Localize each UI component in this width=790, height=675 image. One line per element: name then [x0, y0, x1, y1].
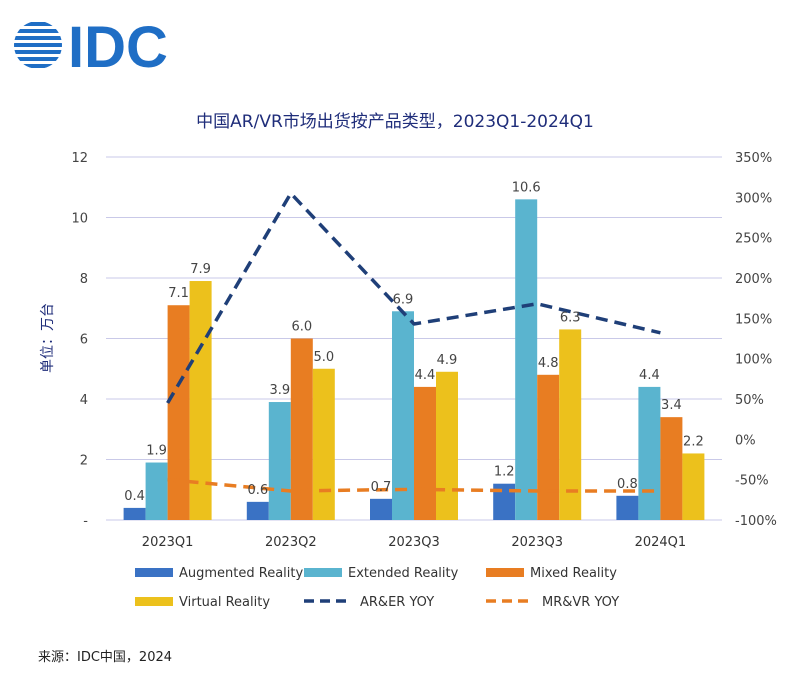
data-label: 1.9 — [146, 444, 167, 459]
data-label: 3.4 — [661, 398, 682, 413]
bar — [660, 417, 683, 520]
y-tick-label: 2 — [80, 454, 88, 469]
idc-logo-globe-icon — [14, 22, 62, 68]
data-label: 0.6 — [247, 483, 268, 498]
y2-tick-label: 50% — [735, 393, 764, 408]
y-tick-label: 6 — [80, 333, 88, 348]
source-note: 来源：IDC中国，2024 — [38, 650, 173, 665]
legend-label: MR&VR YOY — [542, 595, 619, 610]
y-tick-label: 8 — [80, 272, 88, 287]
bar — [123, 507, 146, 520]
data-label: 7.9 — [190, 262, 211, 277]
bar — [616, 495, 639, 520]
bar — [189, 281, 212, 520]
y2-tick-label: -100% — [735, 514, 777, 529]
y-tick-label: 4 — [80, 393, 88, 408]
bar — [682, 453, 705, 520]
y2-tick-label: 250% — [735, 232, 772, 247]
y-tick-label: 12 — [71, 151, 88, 166]
x-axis: 2023Q1 2023Q2 2023Q3 2023Q3 2024Q1 — [142, 535, 686, 550]
x-tick-label: 2024Q1 — [635, 535, 687, 550]
legend-label: Mixed Reality — [530, 566, 617, 581]
data-label: 0.7 — [371, 480, 392, 495]
y-tick-label: - — [83, 514, 88, 529]
data-label: 4.9 — [437, 353, 458, 368]
legend-swatch — [486, 568, 524, 577]
y2-tick-label: 150% — [735, 312, 772, 327]
x-tick-label: 2023Q3 — [511, 535, 563, 550]
y2-tick-label: 300% — [735, 191, 772, 206]
y2-tick-label: 100% — [735, 353, 772, 368]
data-label: 6.9 — [393, 292, 414, 307]
bar — [290, 338, 313, 520]
data-label: 4.8 — [538, 356, 559, 371]
data-label: 4.4 — [639, 368, 660, 383]
yoy-lines — [166, 191, 661, 493]
bar — [392, 311, 414, 520]
bar — [414, 386, 436, 520]
legend-label: AR&ER YOY — [360, 595, 434, 610]
bar — [515, 199, 538, 520]
legend-swatch — [304, 568, 342, 577]
yoy-line — [167, 477, 661, 493]
x-tick-label: 2023Q2 — [265, 535, 317, 550]
bar — [436, 371, 458, 520]
y-axis-right: -100% -50% 0% 50% 100% 150% 200% 250% 300% 350% — [735, 151, 777, 529]
data-label: 6.0 — [291, 320, 312, 335]
idc-logo: IDC — [14, 15, 168, 76]
y-tick-label: 10 — [71, 212, 88, 227]
legend-label: Augmented Reality — [179, 566, 303, 581]
data-label: 5.0 — [313, 350, 334, 365]
bar — [268, 402, 291, 520]
data-label: 4.4 — [415, 368, 436, 383]
x-tick-label: 2023Q3 — [388, 535, 440, 550]
data-label: 0.8 — [617, 477, 638, 492]
legend-swatch — [135, 597, 173, 606]
y2-tick-label: 200% — [735, 272, 772, 287]
y-axis-left: - 2 4 6 8 10 12 — [71, 151, 88, 529]
data-label: 7.1 — [168, 286, 189, 301]
data-label: 2.2 — [683, 434, 704, 449]
legend-label: Virtual Reality — [179, 595, 270, 610]
bar — [246, 501, 269, 520]
data-label: 3.9 — [269, 383, 290, 398]
data-label: 1.2 — [494, 465, 515, 480]
y2-tick-label: 350% — [735, 151, 772, 166]
bars — [123, 199, 705, 520]
legend-label: Extended Reality — [348, 566, 459, 581]
data-labels: 0.4 0.6 0.7 1.2 0.8 1.9 3.9 6.9 10.6 4.4 7.1 6.0 4.4… — [124, 180, 703, 504]
bar — [145, 462, 168, 520]
y2-tick-label: 0% — [735, 433, 756, 448]
bar — [312, 368, 335, 520]
bar — [559, 329, 582, 520]
x-tick-label: 2023Q1 — [142, 535, 194, 550]
bar — [638, 386, 661, 520]
y-axis-label: 单位：万台 — [40, 303, 56, 373]
legend: Augmented Reality Extended Reality Mixed R… — [135, 566, 619, 610]
y2-tick-label: -50% — [735, 474, 769, 489]
chart-title: 中国AR/VR市场出货按产品类型，2023Q1-2024Q1 — [196, 112, 594, 132]
data-label: 0.4 — [124, 489, 145, 504]
bar — [370, 498, 392, 520]
bar — [537, 374, 560, 520]
bar — [493, 483, 516, 520]
yoy-line — [166, 191, 661, 404]
data-label: 10.6 — [512, 180, 541, 195]
data-label: 6.3 — [560, 310, 581, 325]
legend-swatch — [135, 568, 173, 577]
bar — [167, 305, 190, 520]
idc-logo-text: IDC — [68, 15, 168, 76]
